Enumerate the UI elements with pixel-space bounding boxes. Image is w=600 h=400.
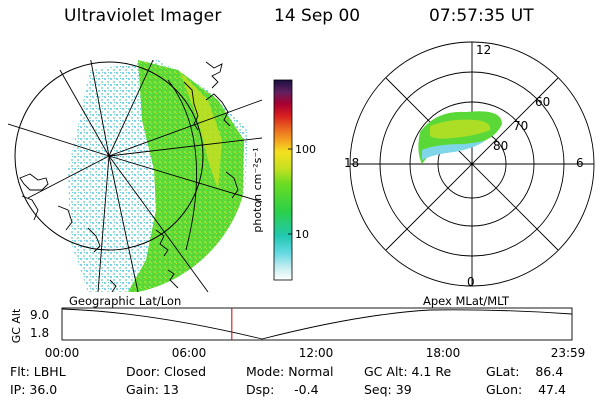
seq-readout: Seq: 39 xyxy=(364,382,412,397)
map-graticule xyxy=(8,60,262,292)
ip-readout: IP: 36.0 xyxy=(10,382,58,397)
orbit-timeline: Geographic Lat/Lon Apex MLat/MLT GC Alt … xyxy=(10,294,586,360)
timeline-tick-1800: 18:00 xyxy=(426,346,461,360)
mlt-label-0: 0 xyxy=(467,275,475,289)
timeline-right-title: Apex MLat/MLT xyxy=(423,294,510,308)
polar-aurora-fringe xyxy=(422,140,486,160)
header: Ultraviolet Imager 14 Sep 00 07:57:35 UT xyxy=(0,5,600,31)
gc-alt-readout: GC Alt: 4.1 Re xyxy=(364,364,452,379)
image-time: 07:57:35 UT xyxy=(429,6,534,26)
polar-plot: 12 18 6 0 60 70 80 xyxy=(344,41,595,289)
image-date: 14 Sep 00 xyxy=(274,6,361,26)
door-readout: Door: Closed xyxy=(126,364,207,379)
app-title: Ultraviolet Imager xyxy=(64,6,222,26)
mlat-label-60: 60 xyxy=(535,95,550,109)
timeline-y-high: 9.0 xyxy=(30,308,49,322)
mlat-label-80: 80 xyxy=(493,139,508,153)
colorbar-unit-label: photon cm⁻²s⁻¹ xyxy=(251,147,264,232)
geographic-map xyxy=(8,60,262,292)
timeline-left-title: Geographic Lat/Lon xyxy=(69,294,181,308)
mlt-label-12: 12 xyxy=(476,43,491,57)
aurora-image-emission xyxy=(128,60,244,292)
colorbar-tick-100: 100 xyxy=(295,143,316,156)
map-coastlines xyxy=(19,61,239,292)
mlat-label-70: 70 xyxy=(513,119,528,133)
filter-readout: Flt: LBHL xyxy=(10,364,66,379)
glat-readout: GLat: 86.4 xyxy=(486,364,564,379)
mode-readout: Mode: Normal xyxy=(246,364,334,379)
polar-spokes xyxy=(350,42,594,286)
glon-readout: GLon: 47.4 xyxy=(486,382,566,397)
timeline-plot-frame xyxy=(61,307,573,341)
timeline-tick-1200: 12:00 xyxy=(299,346,334,360)
status-readout: Flt: LBHL IP: 36.0 Door: Closed Gain: 13… xyxy=(0,362,600,400)
aurora-image-edge xyxy=(180,72,222,190)
dsp-readout: Dsp: -0.4 xyxy=(246,382,319,397)
timeline-altitude-curve xyxy=(61,308,573,340)
mlt-label-18: 18 xyxy=(344,156,359,170)
colorbar-gradient xyxy=(273,79,293,281)
gain-readout: Gain: 13 xyxy=(126,382,179,397)
timeline-y-low: 1.8 xyxy=(30,326,49,340)
colorbar-tick-10: 10 xyxy=(295,228,309,241)
timeline-tick-2359: 23:59 xyxy=(551,346,586,360)
colorbar: photon cm⁻²s⁻¹ 100 10 xyxy=(251,79,316,281)
timeline-axis-label: GC Alt xyxy=(10,308,23,343)
mlt-label-6: 6 xyxy=(576,156,584,170)
timeline-tick-0600: 06:00 xyxy=(172,346,207,360)
map-horizon-circle xyxy=(14,61,204,251)
polar-aurora-core xyxy=(430,119,491,139)
timeline-tick-0000: 00:00 xyxy=(45,346,80,360)
